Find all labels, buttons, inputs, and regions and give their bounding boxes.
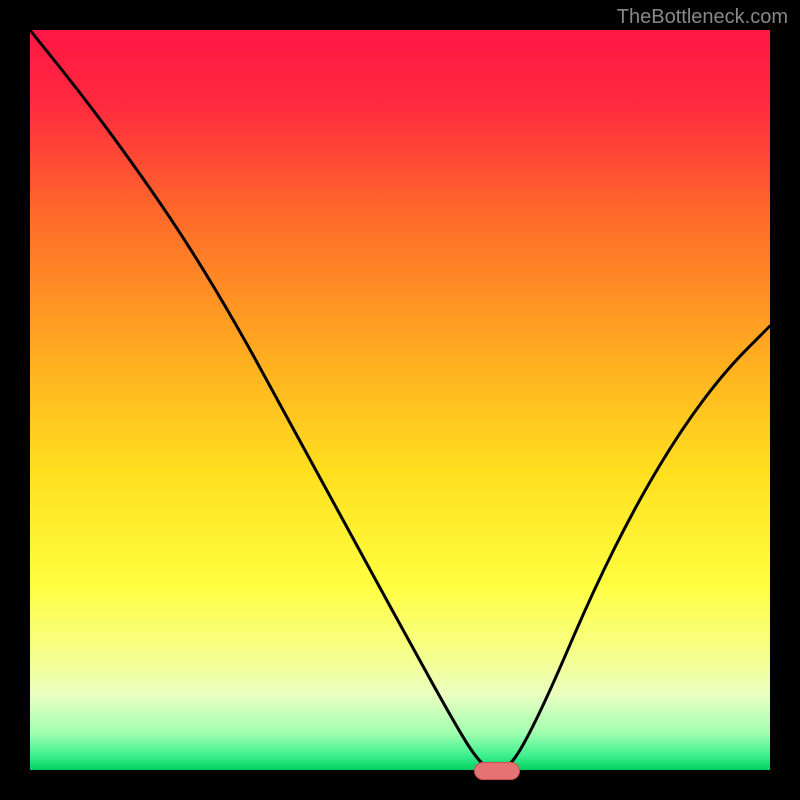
optimum-marker — [474, 762, 520, 780]
chart-container: TheBottleneck.com — [0, 0, 800, 800]
watermark-text: TheBottleneck.com — [617, 6, 788, 29]
plot-area — [30, 30, 770, 770]
bottleneck-curve — [30, 30, 770, 770]
